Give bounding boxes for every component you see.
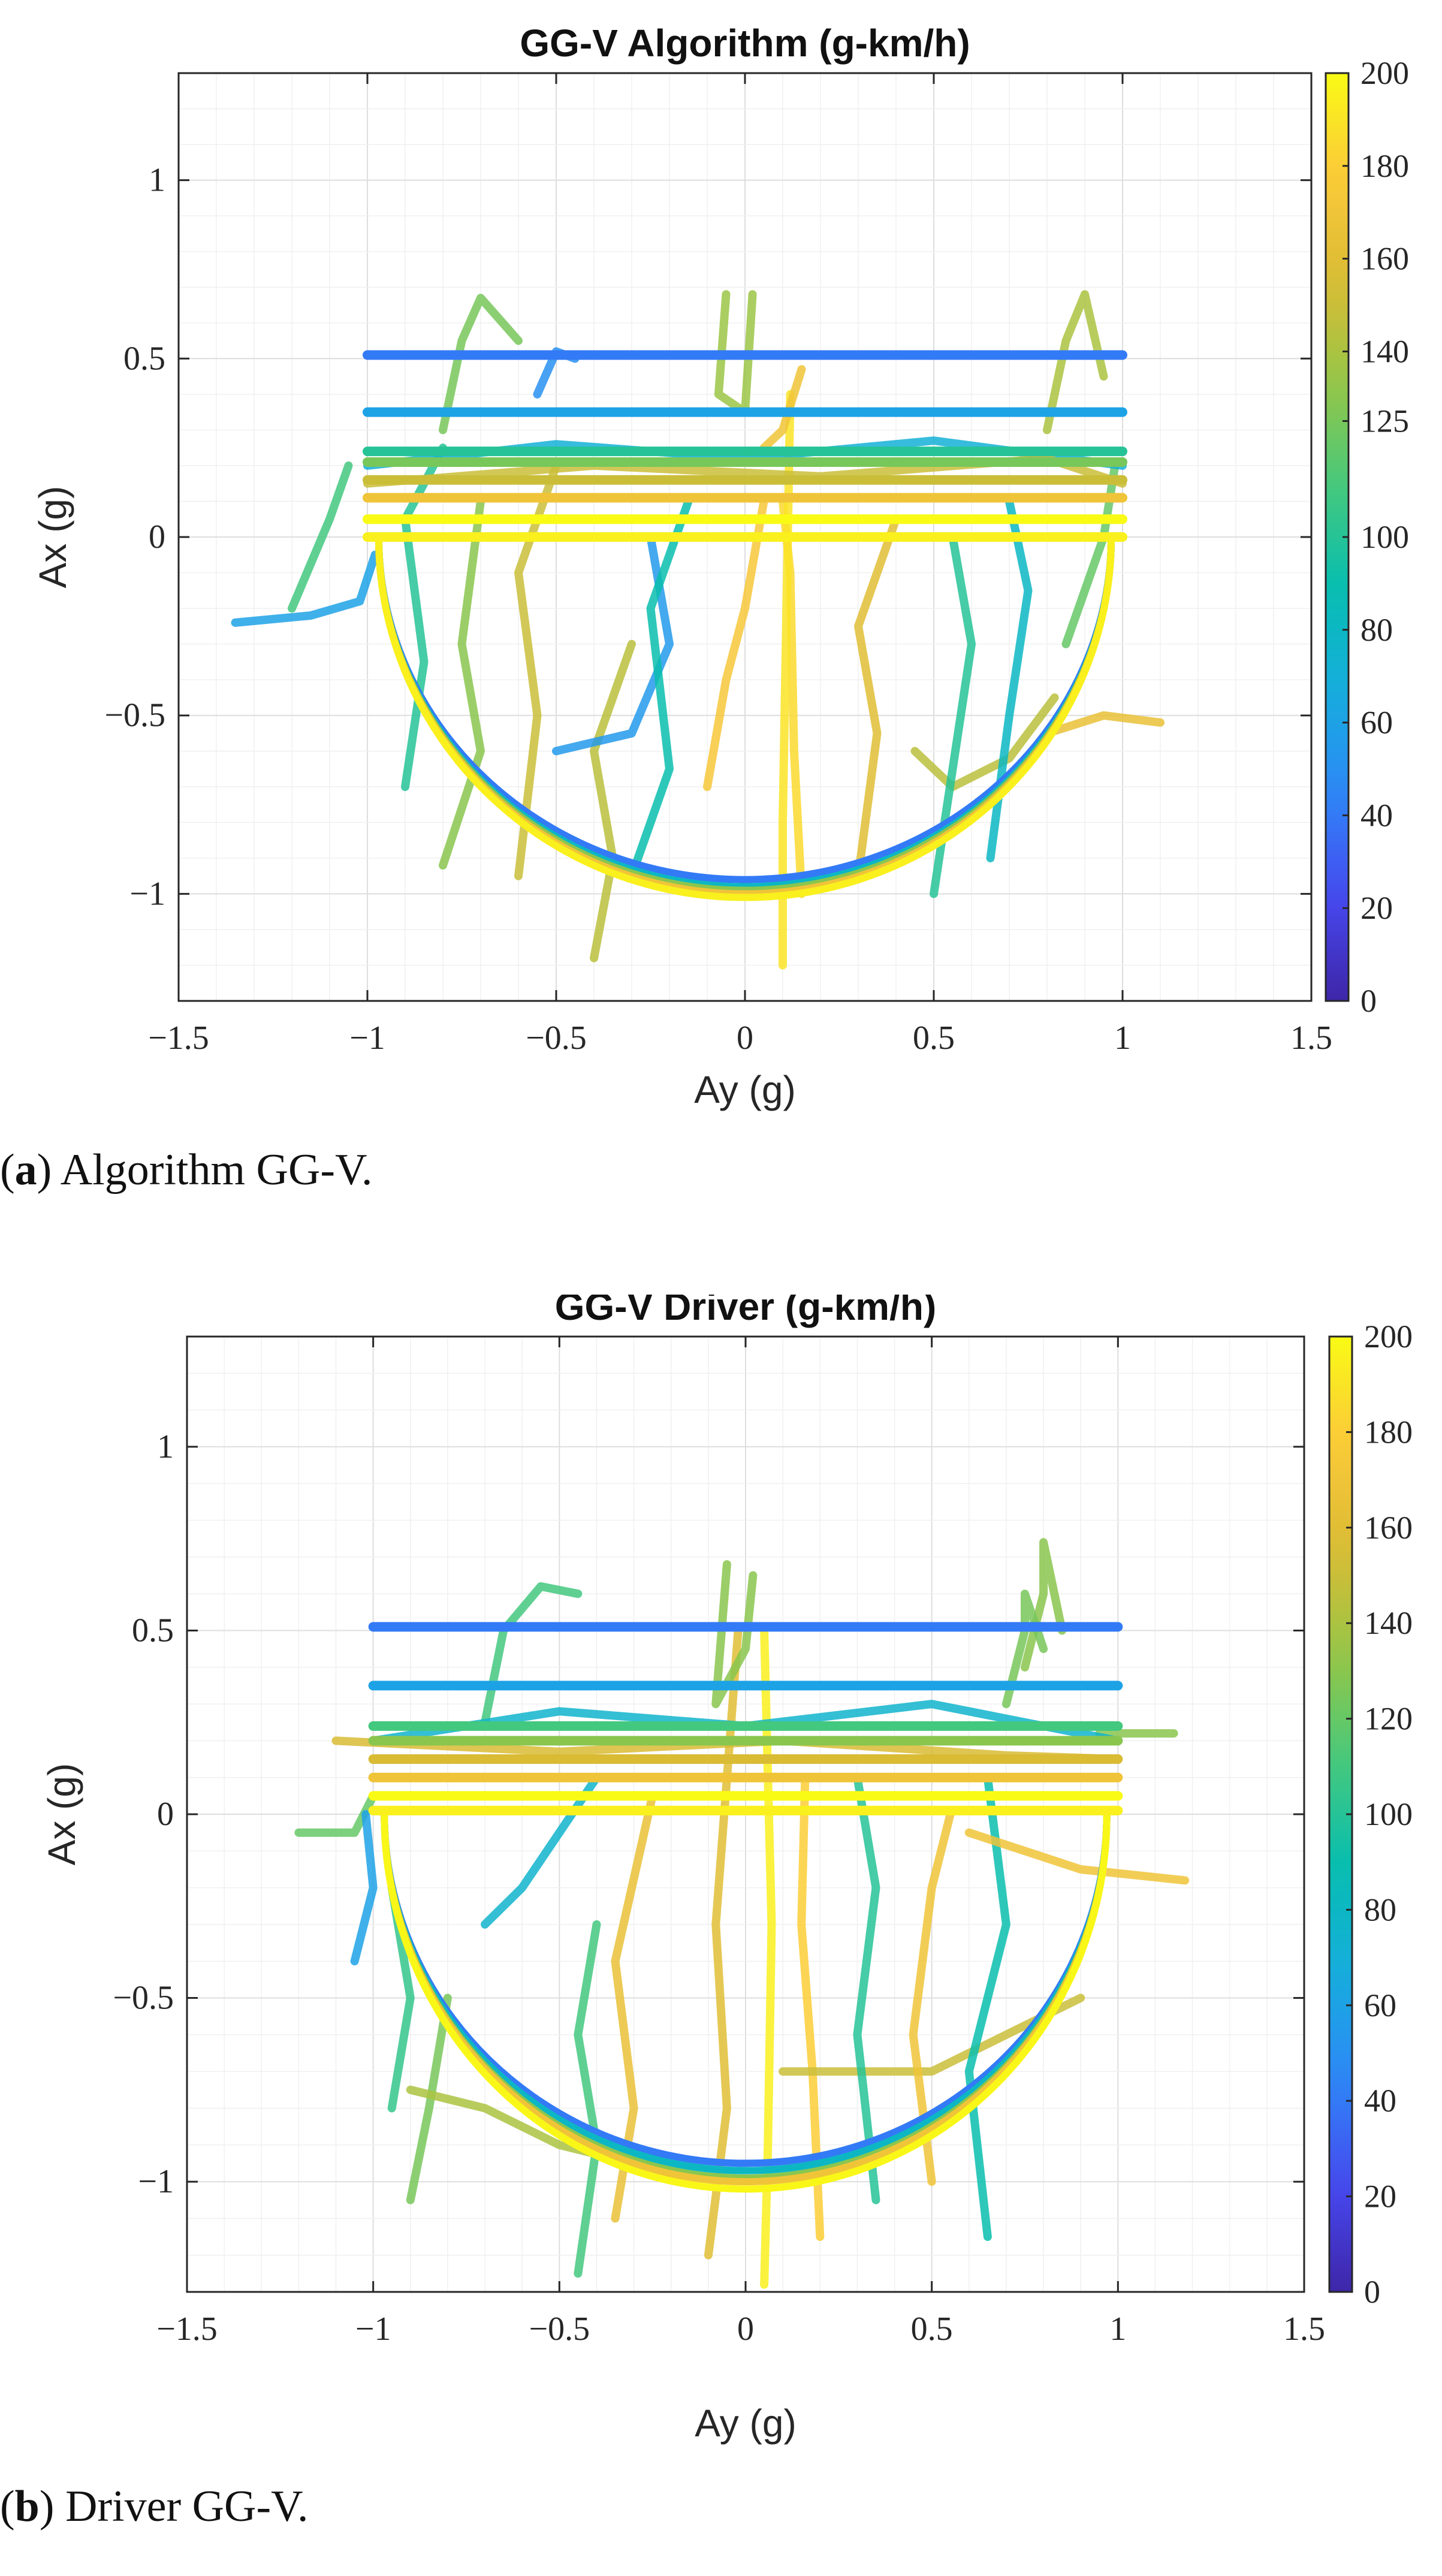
y-tick-label: 0.5	[123, 340, 165, 377]
colorbar-tick-label: 80	[1364, 1892, 1396, 1928]
x-tick-label: −0.5	[529, 2310, 590, 2348]
x-tick-label: 1.5	[1283, 2310, 1325, 2348]
colorbar-tick-label: 160	[1364, 1510, 1413, 1546]
y-tick-label: −0.5	[113, 1980, 174, 2017]
caption-a-label: a	[14, 1145, 37, 1195]
y-tick-label: 0	[149, 518, 165, 556]
chart-title: GG-V Algorithm (g-km/h)	[520, 22, 970, 65]
colorbar-tick-label: 100	[1360, 519, 1409, 555]
trajectory-trace	[703, 497, 768, 791]
trajectory-trace	[481, 1773, 601, 1929]
x-tick-label: 0	[737, 1019, 753, 1057]
envelope-arc	[375, 536, 1115, 901]
colorbar-tick-label: 125	[1360, 403, 1409, 439]
colorbar-tick-label: 20	[1360, 890, 1393, 926]
chart-title: GG-V Driver (g-km/h)	[555, 1295, 937, 1328]
chart-algorithm-ggv: −1.5 −1 −0.5 0 0.5 1 1.5 −1 −0.5 0 0.5 1 GG-V Algori…	[31, 22, 1409, 1111]
data-layer	[231, 290, 1165, 970]
colorbar-tick-label: 60	[1360, 705, 1393, 741]
colorbar-tick-label: 200	[1360, 55, 1409, 91]
colorbar-tick-label: 140	[1364, 1605, 1413, 1641]
trajectory-trace	[909, 1810, 955, 2186]
caption-b-text: Driver GG-V.	[54, 2482, 309, 2531]
trajectory-trace	[964, 1828, 1190, 1885]
colorbar: 0 20 40 60 80 100 120 140 160 180 200	[1328, 1319, 1413, 2310]
x-tick-label: −0.5	[526, 1019, 587, 1057]
caption-b-label: b	[14, 2482, 40, 2531]
x-tick-label: −1	[349, 1019, 385, 1057]
x-axis-label: Ay (g)	[694, 1068, 796, 1111]
y-tick-label: 0	[157, 1796, 174, 1833]
trajectory-trace	[910, 693, 1059, 791]
trajectory-trace	[1001, 1589, 1048, 1709]
colorbar-tick-label: 20	[1364, 2179, 1396, 2215]
trajectory-trace	[628, 497, 693, 880]
y-tick-label: 1	[149, 162, 165, 199]
data-layer	[294, 1538, 1190, 2289]
y-tick-label: −1	[129, 875, 165, 912]
trajectory-trace	[481, 1582, 583, 1727]
trajectory-trace	[294, 1791, 378, 1837]
caption-a-text: Algorithm GG-V.	[52, 1145, 373, 1195]
x-tick-label: 1	[1114, 1019, 1131, 1057]
colorbar-tick-label: 160	[1360, 241, 1409, 277]
trajectory-trace	[1043, 711, 1165, 738]
figure-panel-a: −1.5 −1 −0.5 0 0.5 1 1.5 −1 −0.5 0 0.5 1 GG-V Algori…	[0, 22, 1409, 1195]
trajectory-trace	[611, 1791, 657, 2223]
trajectory-trace	[964, 1773, 1010, 2241]
y-tick-label: −0.5	[104, 697, 165, 734]
y-tick-label: 1	[157, 1428, 174, 1465]
x-axis: −1.5 −1 −0.5 0 0.5 1 1.5	[148, 73, 1332, 1057]
colorbar-tick-label: 60	[1364, 1987, 1396, 2023]
x-tick-label: 0.5	[913, 1019, 955, 1057]
x-tick-label: 1	[1109, 2310, 1126, 2348]
x-tick-label: −1.5	[148, 1019, 209, 1057]
trajectory-trace	[853, 1773, 880, 2204]
colorbar-tick-label: 40	[1364, 2083, 1396, 2119]
figure-panel-b: −1.5 −1 −0.5 0 0.5 1 1.5 −1 −0.5 0 0.5 1 GG-V Driver…	[0, 1295, 1442, 2576]
colorbar: 0 20 40 60 80 100 125 140 160 180 200	[1325, 55, 1409, 1019]
trajectory-trace	[1043, 290, 1108, 435]
x-tick-label: 0	[737, 2310, 754, 2348]
colorbar-tick-label: 80	[1360, 612, 1393, 648]
trajectory-trace	[288, 461, 353, 613]
y-tick-label: −1	[138, 2163, 174, 2200]
y-axis: −1 −0.5 0 0.5 1	[104, 162, 1311, 912]
chart-driver-ggv: −1.5 −1 −0.5 0 0.5 1 1.5 −1 −0.5 0 0.5 1 GG-V Driver…	[40, 1295, 1413, 2445]
colorbar-tick-label: 120	[1364, 1701, 1413, 1737]
y-tick-label: 0.5	[132, 1612, 174, 1649]
colorbar-tick-label: 140	[1360, 333, 1409, 369]
trajectory-trace	[406, 1993, 452, 2204]
y-axis-label: Ax (g)	[31, 486, 74, 589]
colorbar-tick-label: 200	[1364, 1319, 1413, 1355]
y-axis: −1 −0.5 0 0.5 1	[113, 1428, 1304, 2200]
trajectory-trace	[387, 1883, 415, 2113]
x-tick-label: −1	[355, 2310, 391, 2348]
x-tick-label: 1.5	[1290, 1019, 1332, 1057]
x-tick-label: −1.5	[156, 2310, 218, 2348]
colorbar-tick-label: 40	[1360, 797, 1393, 833]
colorbar-tick-label: 100	[1364, 1796, 1413, 1832]
trajectory-trace	[711, 1560, 758, 1709]
trajectory-trace	[439, 294, 523, 435]
trajectory-trace	[439, 497, 485, 870]
trajectory-trace	[231, 550, 379, 627]
colorbar-tick-label: 0	[1364, 2274, 1380, 2310]
caption-b: (b) Driver GG-V.	[0, 2482, 309, 2531]
trajectory-trace	[350, 1810, 378, 1966]
y-axis-label: Ax (g)	[40, 1763, 83, 1866]
x-axis-label: Ay (g)	[695, 2402, 797, 2445]
colorbar-tick-label: 180	[1360, 148, 1409, 184]
colorbar-tick-label: 180	[1364, 1414, 1413, 1450]
trajectory-trace	[590, 640, 636, 963]
trajectory-trace	[759, 365, 806, 453]
x-axis: −1.5 −1 −0.5 0 0.5 1 1.5	[156, 1337, 1325, 2348]
caption-a: (a) Algorithm GG-V.	[0, 1145, 373, 1195]
trajectory-trace	[574, 1920, 601, 2278]
trajectory-trace	[854, 515, 900, 880]
x-tick-label: 0.5	[911, 2310, 953, 2348]
colorbar-tick-label: 0	[1360, 983, 1377, 1019]
